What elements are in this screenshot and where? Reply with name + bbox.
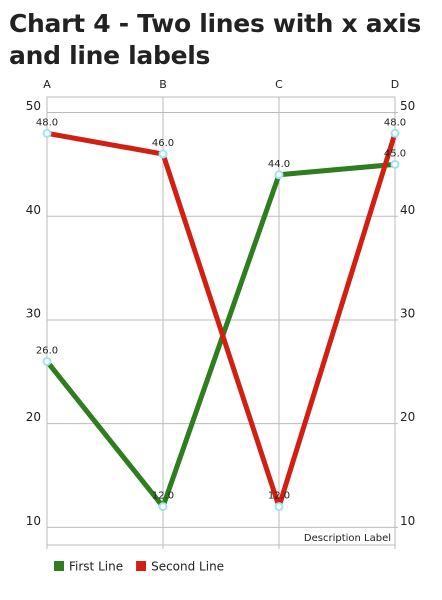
x-tick-label: A — [43, 78, 51, 91]
point — [390, 128, 400, 138]
value-label: 44.0 — [268, 159, 290, 170]
y-tick-label: 50 — [26, 99, 41, 113]
y2-tick-label: 40 — [400, 203, 415, 217]
point — [390, 159, 400, 169]
plot-border — [46, 96, 396, 546]
point — [42, 356, 52, 366]
x-tick-label: D — [391, 78, 399, 91]
x-tick-label: B — [159, 78, 167, 91]
y-tick-label: 20 — [26, 410, 41, 424]
value-label: 45.0 — [384, 148, 406, 159]
legend-swatch — [54, 561, 64, 571]
description-label: Description Label — [304, 533, 391, 544]
y-tick-label: 10 — [26, 514, 41, 528]
y2-tick-label: 10 — [400, 514, 415, 528]
y-tick-label: 30 — [26, 306, 41, 320]
chart-title: Chart 4 - Two lines with x axis and line… — [9, 9, 422, 70]
line — [45, 161, 396, 510]
value-label: 48.0 — [36, 117, 58, 128]
point — [158, 502, 168, 512]
value-label: 12.0 — [152, 491, 174, 502]
x-tick-label: C — [275, 78, 283, 91]
value-label: 48.0 — [384, 117, 406, 128]
value-label: 26.0 — [36, 345, 58, 356]
y2-tick-label: 30 — [400, 306, 415, 320]
point — [274, 170, 284, 180]
point — [158, 149, 168, 159]
point — [274, 502, 284, 512]
legend-swatch — [136, 561, 147, 571]
value-label: 12.0 — [268, 491, 290, 502]
y2-tick-label: 20 — [400, 410, 415, 424]
value-label: 46.0 — [152, 138, 174, 149]
legend-label: Second Line — [151, 560, 224, 574]
line — [46, 130, 398, 510]
y-tick-label: 40 — [26, 203, 41, 217]
legend-label: First Line — [69, 560, 123, 574]
y2-tick-label: 50 — [400, 99, 415, 113]
point — [42, 128, 52, 138]
